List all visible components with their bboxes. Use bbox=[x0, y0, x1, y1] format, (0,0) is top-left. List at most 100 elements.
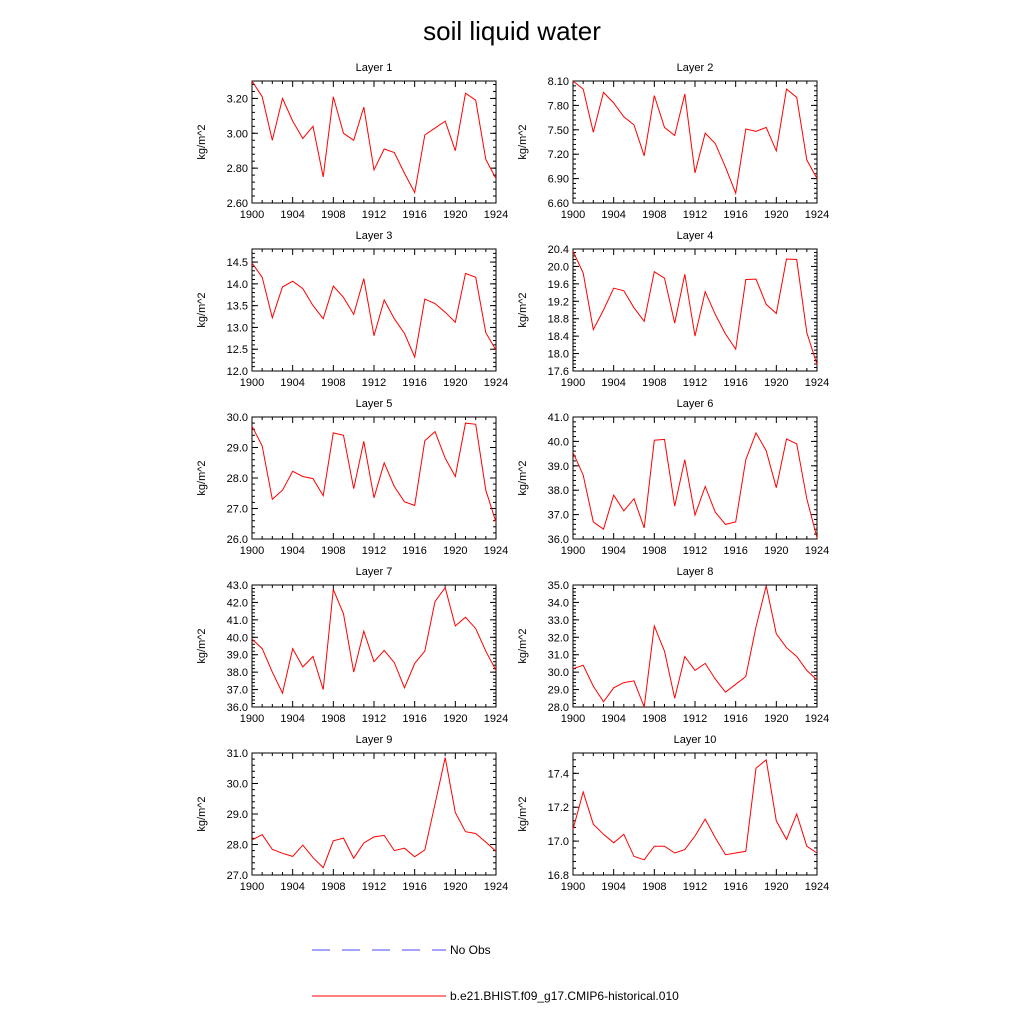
y-axis-label: kg/m^2 bbox=[196, 460, 208, 495]
x-tick-label: 1904 bbox=[280, 377, 304, 389]
x-tick-label: 1904 bbox=[601, 209, 625, 221]
x-tick-label: 1916 bbox=[402, 881, 426, 893]
series-line-model bbox=[572, 250, 818, 365]
panel-layer-5: Layer 5 kg/m^2 1900 1904 1908 1912 1916 1920 192… bbox=[196, 398, 508, 557]
y-tick-label: 42.0 bbox=[227, 597, 248, 609]
x-tick-label: 1904 bbox=[601, 545, 625, 557]
x-tick-label: 1908 bbox=[642, 209, 666, 221]
y-axis-label: kg/m^2 bbox=[517, 124, 529, 159]
y-tick-label: 38.0 bbox=[227, 667, 248, 679]
x-tick-label: 1916 bbox=[402, 545, 426, 557]
y-axis-label: kg/m^2 bbox=[196, 628, 208, 663]
x-tick-label: 1900 bbox=[561, 377, 585, 389]
x-tick-label: 1920 bbox=[443, 377, 467, 389]
x-tick-label: 1916 bbox=[723, 713, 747, 725]
y-tick-label: 28.0 bbox=[548, 702, 569, 714]
x-tick-label: 1900 bbox=[561, 209, 585, 221]
y-tick-label: 36.0 bbox=[548, 534, 569, 546]
panel-title: Layer 8 bbox=[677, 566, 714, 578]
y-axis-label: kg/m^2 bbox=[196, 124, 208, 159]
series-line-model bbox=[251, 586, 497, 695]
y-axis-label: kg/m^2 bbox=[517, 292, 529, 327]
plot-frame bbox=[251, 80, 497, 204]
x-tick-label: 1916 bbox=[402, 713, 426, 725]
x-tick-label: 1916 bbox=[402, 209, 426, 221]
x-tick-label: 1916 bbox=[402, 377, 426, 389]
y-tick-label: 2.80 bbox=[227, 163, 248, 175]
x-tick-label: 1916 bbox=[723, 881, 747, 893]
legend-model-label: b.e21.BHIST.f09_g17.CMIP6-historical.010 bbox=[450, 989, 679, 1003]
chart-title: soil liquid water bbox=[423, 16, 601, 46]
y-tick-label: 7.80 bbox=[548, 100, 569, 112]
y-tick-label: 7.20 bbox=[548, 149, 569, 161]
series-line-model bbox=[572, 431, 818, 538]
legend: No Obs b.e21.BHIST.f09_g17.CMIP6-histori… bbox=[312, 943, 679, 1003]
y-tick-label: 28.0 bbox=[227, 473, 248, 485]
x-tick-label: 1912 bbox=[683, 713, 707, 725]
y-axis-label: kg/m^2 bbox=[517, 628, 529, 663]
x-tick-label: 1924 bbox=[805, 881, 829, 893]
x-tick-label: 1920 bbox=[764, 545, 788, 557]
y-tick-label: 18.4 bbox=[548, 331, 569, 343]
y-tick-label: 6.60 bbox=[548, 198, 569, 210]
x-tick-label: 1924 bbox=[805, 545, 829, 557]
y-tick-label: 30.0 bbox=[548, 667, 569, 679]
x-tick-label: 1916 bbox=[723, 545, 747, 557]
x-tick-label: 1904 bbox=[280, 881, 304, 893]
y-tick-label: 3.00 bbox=[227, 128, 248, 140]
x-tick-label: 1900 bbox=[561, 545, 585, 557]
panel-layer-2: Layer 2 kg/m^2 1900 1904 1908 1912 1916 1920 192… bbox=[517, 62, 829, 221]
y-tick-label: 8.10 bbox=[548, 76, 569, 88]
plot-frame bbox=[572, 584, 818, 708]
panel-title: Layer 10 bbox=[674, 734, 717, 746]
x-tick-label: 1904 bbox=[280, 209, 304, 221]
panel-layer-6: Layer 6 kg/m^2 1900 1904 1908 1912 1916 1920 192… bbox=[517, 398, 829, 557]
x-tick-label: 1920 bbox=[764, 881, 788, 893]
y-tick-label: 19.6 bbox=[548, 279, 569, 291]
series-line-model bbox=[572, 585, 818, 708]
plot-frame bbox=[572, 416, 818, 540]
x-tick-label: 1912 bbox=[683, 209, 707, 221]
y-tick-label: 29.0 bbox=[548, 685, 569, 697]
y-tick-label: 28.0 bbox=[227, 840, 248, 852]
y-axis-label: kg/m^2 bbox=[517, 460, 529, 495]
x-tick-label: 1912 bbox=[683, 377, 707, 389]
x-tick-label: 1920 bbox=[764, 377, 788, 389]
y-axis-label: kg/m^2 bbox=[196, 292, 208, 327]
y-tick-label: 13.5 bbox=[227, 301, 248, 313]
y-tick-label: 38.0 bbox=[548, 485, 569, 497]
x-tick-label: 1904 bbox=[601, 881, 625, 893]
x-tick-label: 1916 bbox=[723, 377, 747, 389]
x-tick-label: 1900 bbox=[240, 209, 264, 221]
y-tick-label: 20.4 bbox=[548, 244, 569, 256]
x-tick-label: 1912 bbox=[683, 881, 707, 893]
x-tick-label: 1924 bbox=[484, 209, 508, 221]
y-tick-label: 31.0 bbox=[227, 748, 248, 760]
panel-title: Layer 6 bbox=[677, 398, 714, 410]
x-tick-label: 1900 bbox=[561, 713, 585, 725]
y-tick-label: 17.0 bbox=[548, 836, 569, 848]
x-tick-label: 1912 bbox=[362, 377, 386, 389]
y-tick-label: 29.0 bbox=[227, 809, 248, 821]
y-tick-label: 30.0 bbox=[227, 779, 248, 791]
y-tick-label: 19.2 bbox=[548, 296, 569, 308]
panel-title: Layer 4 bbox=[677, 230, 714, 242]
y-tick-label: 17.6 bbox=[548, 366, 569, 378]
y-tick-label: 27.0 bbox=[227, 504, 248, 516]
panel-title: Layer 7 bbox=[356, 566, 393, 578]
plot-frame bbox=[572, 752, 818, 876]
x-tick-label: 1900 bbox=[240, 713, 264, 725]
x-tick-label: 1912 bbox=[362, 209, 386, 221]
panel-layer-10: Layer 10 kg/m^2 1900 1904 1908 1912 1916 1920 19… bbox=[517, 734, 829, 893]
x-tick-label: 1908 bbox=[321, 881, 345, 893]
y-tick-label: 41.0 bbox=[227, 615, 248, 627]
y-tick-label: 36.0 bbox=[227, 702, 248, 714]
x-tick-label: 1900 bbox=[240, 377, 264, 389]
x-tick-label: 1912 bbox=[362, 713, 386, 725]
x-tick-label: 1900 bbox=[240, 881, 264, 893]
y-tick-label: 6.90 bbox=[548, 174, 569, 186]
y-tick-label: 26.0 bbox=[227, 534, 248, 546]
x-tick-label: 1920 bbox=[443, 545, 467, 557]
y-tick-label: 13.0 bbox=[227, 322, 248, 334]
